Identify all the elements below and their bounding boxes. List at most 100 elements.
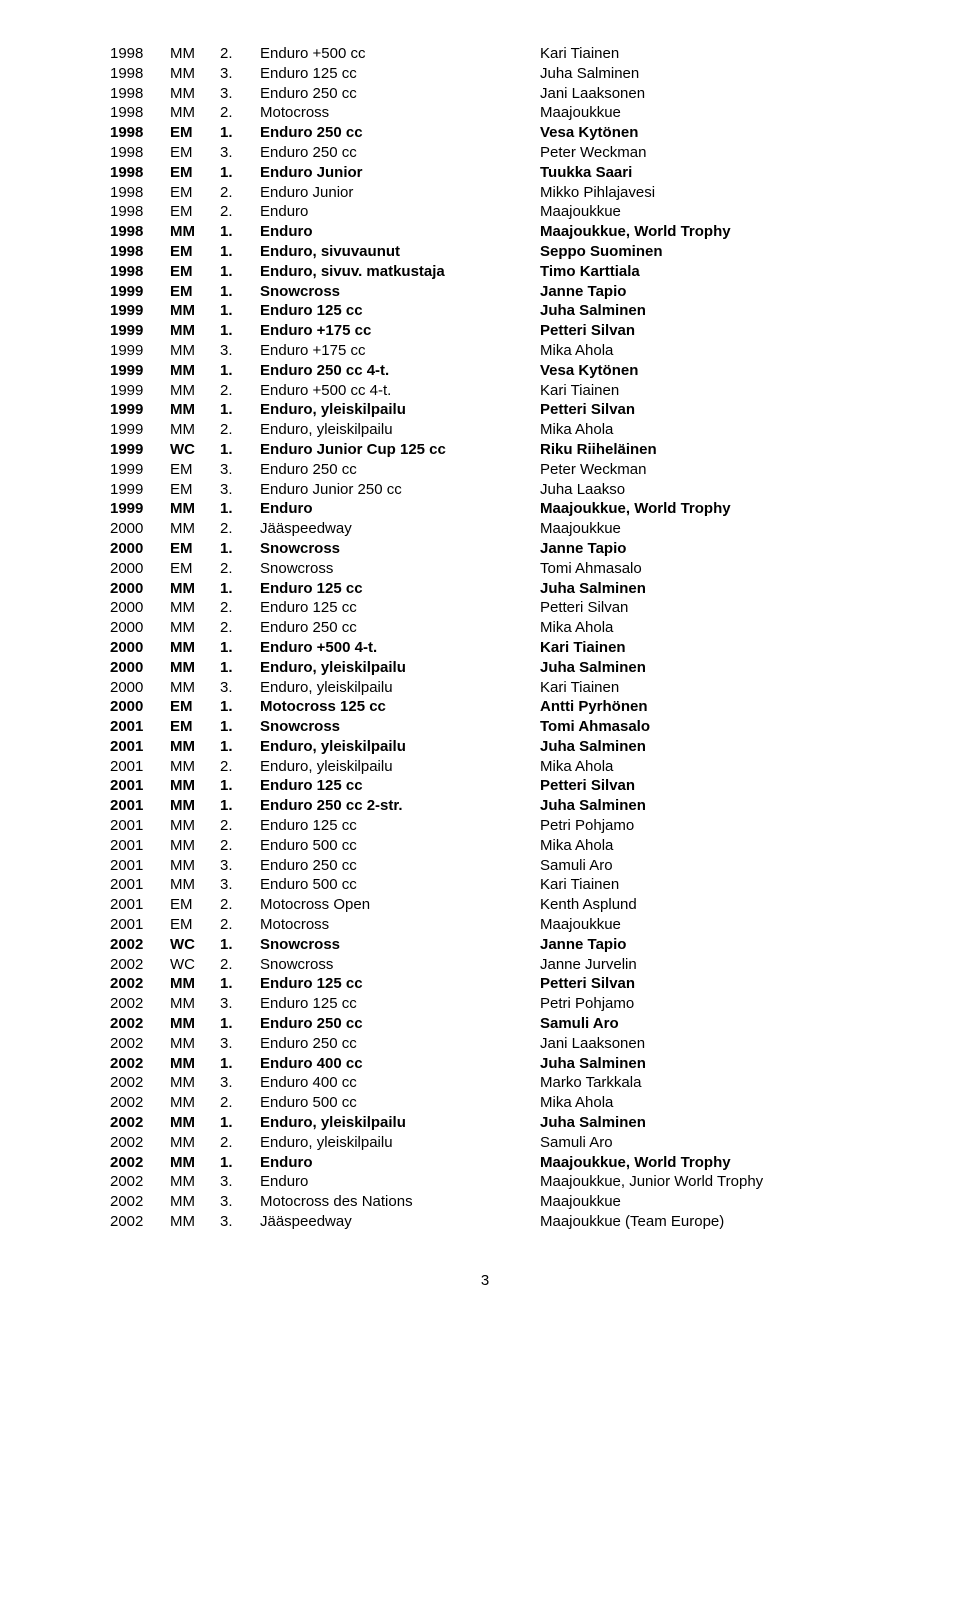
position-cell: 1. bbox=[220, 321, 260, 341]
rider-cell: Kari Tiainen bbox=[540, 638, 860, 658]
year-cell: 1999 bbox=[110, 499, 170, 519]
championship-cell: MM bbox=[170, 341, 220, 361]
championship-cell: EM bbox=[170, 915, 220, 935]
class-cell: Enduro 500 cc bbox=[260, 836, 540, 856]
table-row: 2000MM1.Enduro 125 ccJuha Salminen bbox=[110, 579, 860, 599]
rider-cell: Vesa Kytönen bbox=[540, 123, 860, 143]
class-cell: Enduro 250 cc bbox=[260, 856, 540, 876]
position-cell: 2. bbox=[220, 757, 260, 777]
rider-cell: Maajoukkue (Team Europe) bbox=[540, 1212, 860, 1232]
year-cell: 2002 bbox=[110, 1073, 170, 1093]
table-row: 2001MM1.Enduro, yleiskilpailuJuha Salmin… bbox=[110, 737, 860, 757]
championship-cell: MM bbox=[170, 796, 220, 816]
table-row: 2000EM1.SnowcrossJanne Tapio bbox=[110, 539, 860, 559]
rider-cell: Janne Tapio bbox=[540, 539, 860, 559]
position-cell: 2. bbox=[220, 420, 260, 440]
table-row: 1999MM1.Enduro +175 ccPetteri Silvan bbox=[110, 321, 860, 341]
rider-cell: Marko Tarkkala bbox=[540, 1073, 860, 1093]
championship-cell: MM bbox=[170, 856, 220, 876]
class-cell: Motocross des Nations bbox=[260, 1192, 540, 1212]
rider-cell: Antti Pyrhönen bbox=[540, 697, 860, 717]
position-cell: 2. bbox=[220, 955, 260, 975]
rider-cell: Janne Jurvelin bbox=[540, 955, 860, 975]
table-row: 2001MM2.Enduro, yleiskilpailuMika Ahola bbox=[110, 757, 860, 777]
table-row: 1999MM1.Enduro 125 ccJuha Salminen bbox=[110, 301, 860, 321]
championship-cell: MM bbox=[170, 678, 220, 698]
position-cell: 1. bbox=[220, 499, 260, 519]
championship-cell: EM bbox=[170, 717, 220, 737]
year-cell: 1999 bbox=[110, 341, 170, 361]
year-cell: 2002 bbox=[110, 1153, 170, 1173]
position-cell: 1. bbox=[220, 1153, 260, 1173]
class-cell: Enduro 250 cc bbox=[260, 84, 540, 104]
table-row: 2002WC1.SnowcrossJanne Tapio bbox=[110, 935, 860, 955]
championship-cell: MM bbox=[170, 519, 220, 539]
championship-cell: MM bbox=[170, 598, 220, 618]
year-cell: 1998 bbox=[110, 143, 170, 163]
championship-cell: MM bbox=[170, 64, 220, 84]
position-cell: 2. bbox=[220, 1093, 260, 1113]
year-cell: 1999 bbox=[110, 460, 170, 480]
table-row: 2002MM1.EnduroMaajoukkue, World Trophy bbox=[110, 1153, 860, 1173]
table-row: 2000MM1.Enduro, yleiskilpailuJuha Salmin… bbox=[110, 658, 860, 678]
championship-cell: EM bbox=[170, 123, 220, 143]
class-cell: Enduro bbox=[260, 499, 540, 519]
championship-cell: MM bbox=[170, 381, 220, 401]
championship-cell: MM bbox=[170, 875, 220, 895]
championship-cell: EM bbox=[170, 697, 220, 717]
rider-cell: Kari Tiainen bbox=[540, 44, 860, 64]
table-row: 2001EM2.Motocross OpenKenth Asplund bbox=[110, 895, 860, 915]
position-cell: 2. bbox=[220, 618, 260, 638]
class-cell: Enduro bbox=[260, 202, 540, 222]
position-cell: 2. bbox=[220, 836, 260, 856]
position-cell: 1. bbox=[220, 658, 260, 678]
year-cell: 1998 bbox=[110, 163, 170, 183]
class-cell: Enduro +500 cc bbox=[260, 44, 540, 64]
rider-cell: Seppo Suominen bbox=[540, 242, 860, 262]
rider-cell: Maajoukkue bbox=[540, 103, 860, 123]
year-cell: 2002 bbox=[110, 1054, 170, 1074]
championship-cell: EM bbox=[170, 282, 220, 302]
class-cell: Enduro, yleiskilpailu bbox=[260, 678, 540, 698]
position-cell: 2. bbox=[220, 44, 260, 64]
position-cell: 1. bbox=[220, 579, 260, 599]
rider-cell: Petteri Silvan bbox=[540, 974, 860, 994]
class-cell: Enduro, yleiskilpailu bbox=[260, 658, 540, 678]
class-cell: Jääspeedway bbox=[260, 1212, 540, 1232]
rider-cell: Kari Tiainen bbox=[540, 875, 860, 895]
table-row: 2002WC2.SnowcrossJanne Jurvelin bbox=[110, 955, 860, 975]
championship-cell: EM bbox=[170, 183, 220, 203]
class-cell: Enduro, yleiskilpailu bbox=[260, 420, 540, 440]
class-cell: Enduro 125 cc bbox=[260, 974, 540, 994]
championship-cell: MM bbox=[170, 974, 220, 994]
position-cell: 1. bbox=[220, 737, 260, 757]
table-row: 2002MM3.Motocross des NationsMaajoukkue bbox=[110, 1192, 860, 1212]
year-cell: 1999 bbox=[110, 301, 170, 321]
rider-cell: Juha Salminen bbox=[540, 1113, 860, 1133]
class-cell: Enduro bbox=[260, 222, 540, 242]
rider-cell: Maajoukkue, World Trophy bbox=[540, 1153, 860, 1173]
class-cell: Enduro 250 cc bbox=[260, 1014, 540, 1034]
table-row: 2002MM1.Enduro 250 ccSamuli Aro bbox=[110, 1014, 860, 1034]
championship-cell: MM bbox=[170, 1073, 220, 1093]
year-cell: 1998 bbox=[110, 262, 170, 282]
table-row: 2001MM1.Enduro 250 cc 2-str.Juha Salmine… bbox=[110, 796, 860, 816]
year-cell: 2001 bbox=[110, 737, 170, 757]
table-row: 2001EM2.MotocrossMaajoukkue bbox=[110, 915, 860, 935]
championship-cell: MM bbox=[170, 499, 220, 519]
championship-cell: MM bbox=[170, 618, 220, 638]
year-cell: 2000 bbox=[110, 559, 170, 579]
year-cell: 2001 bbox=[110, 717, 170, 737]
year-cell: 2001 bbox=[110, 895, 170, 915]
year-cell: 2001 bbox=[110, 757, 170, 777]
class-cell: Enduro 125 cc bbox=[260, 994, 540, 1014]
rider-cell: Mika Ahola bbox=[540, 757, 860, 777]
year-cell: 1998 bbox=[110, 84, 170, 104]
class-cell: Snowcross bbox=[260, 282, 540, 302]
position-cell: 1. bbox=[220, 974, 260, 994]
class-cell: Motocross bbox=[260, 915, 540, 935]
rider-cell: Maajoukkue bbox=[540, 1192, 860, 1212]
table-row: 2000MM2.Enduro 250 ccMika Ahola bbox=[110, 618, 860, 638]
rider-cell: Mika Ahola bbox=[540, 341, 860, 361]
table-row: 1998EM3.Enduro 250 ccPeter Weckman bbox=[110, 143, 860, 163]
